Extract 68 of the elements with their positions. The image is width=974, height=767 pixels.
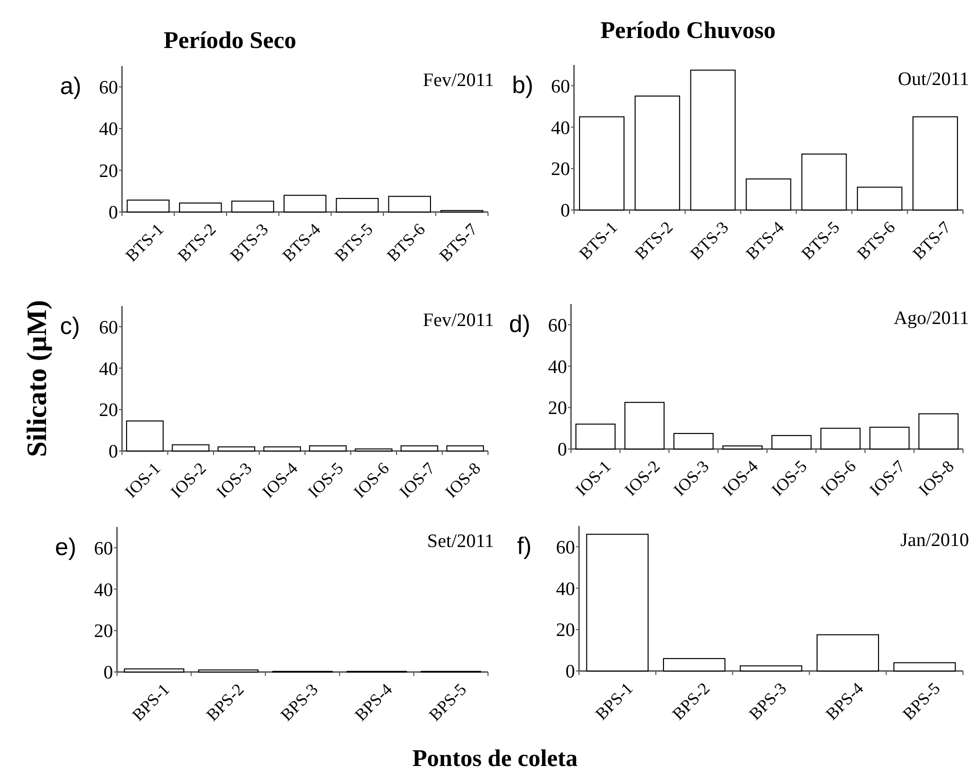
annotation: Fev/2011 (422, 70, 494, 91)
bar (918, 413, 959, 450)
y-tick-label: 40 (99, 358, 118, 380)
bar (579, 116, 625, 210)
bar (634, 96, 680, 210)
y-tick-label: 60 (548, 315, 567, 336)
text: c) (60, 313, 80, 340)
bar (673, 432, 714, 450)
text: b) (512, 72, 534, 99)
y-tick-label: 20 (548, 398, 567, 420)
y-tick-label: 60 (556, 537, 575, 558)
bar (218, 446, 256, 452)
y-tick-label: 0 (104, 662, 113, 684)
bar (354, 448, 392, 452)
y-tick-label: 0 (108, 202, 118, 224)
y-tick-label: 60 (551, 76, 570, 98)
y-tick-label: 60 (94, 538, 113, 560)
bar (816, 634, 880, 672)
y-tick-label: 0 (108, 442, 118, 463)
text: a) (60, 73, 82, 100)
text: f) (517, 533, 532, 560)
y-axis-title: Silicato (µM) (22, 300, 53, 457)
y-tick-label: 0 (558, 440, 567, 461)
y-tick-label: 40 (548, 356, 567, 378)
y-tick-label: 0 (566, 662, 575, 683)
bar (172, 444, 210, 452)
bar (586, 534, 649, 672)
y-tick-label: 40 (551, 118, 570, 139)
bar (126, 420, 164, 452)
bar (869, 426, 910, 450)
y-tick-label: 40 (99, 119, 118, 140)
bar (740, 665, 802, 672)
chart-title: Período Seco (164, 28, 296, 54)
x-axis-title: Pontos de coleta (412, 746, 578, 767)
annotation: Set/2011 (427, 531, 494, 552)
y-tick-label: 20 (99, 160, 118, 182)
text: d) (509, 311, 530, 338)
y-tick-label: 20 (99, 400, 118, 422)
bar (575, 424, 616, 450)
text: e) (55, 534, 76, 561)
bar (771, 435, 812, 450)
annotation: Jan/2010 (900, 530, 969, 551)
y-tick-label: 40 (94, 580, 113, 601)
annotation: Ago/2011 (894, 308, 969, 329)
bar (263, 446, 301, 452)
bar (400, 445, 438, 452)
y-tick-label: 60 (99, 317, 118, 338)
annotation: Out/2011 (898, 69, 969, 90)
bar (624, 402, 665, 450)
bar (446, 445, 484, 452)
bar (820, 428, 861, 450)
bar (722, 445, 763, 450)
bar (690, 70, 736, 210)
bar (309, 445, 347, 452)
bar (856, 186, 902, 210)
y-tick-label: 20 (556, 620, 575, 642)
bar (746, 178, 792, 210)
y-tick-label: 20 (551, 159, 570, 180)
bar (893, 662, 956, 672)
y-tick-label: 60 (99, 78, 118, 99)
bar (801, 154, 847, 210)
y-tick-label: 20 (94, 621, 113, 642)
bar (662, 658, 726, 672)
annotation: Fev/2011 (422, 310, 494, 331)
chart-title: Período Chuvoso (600, 18, 776, 44)
bar (912, 116, 958, 210)
y-tick-label: 40 (556, 578, 575, 600)
y-tick-label: 0 (560, 200, 570, 222)
